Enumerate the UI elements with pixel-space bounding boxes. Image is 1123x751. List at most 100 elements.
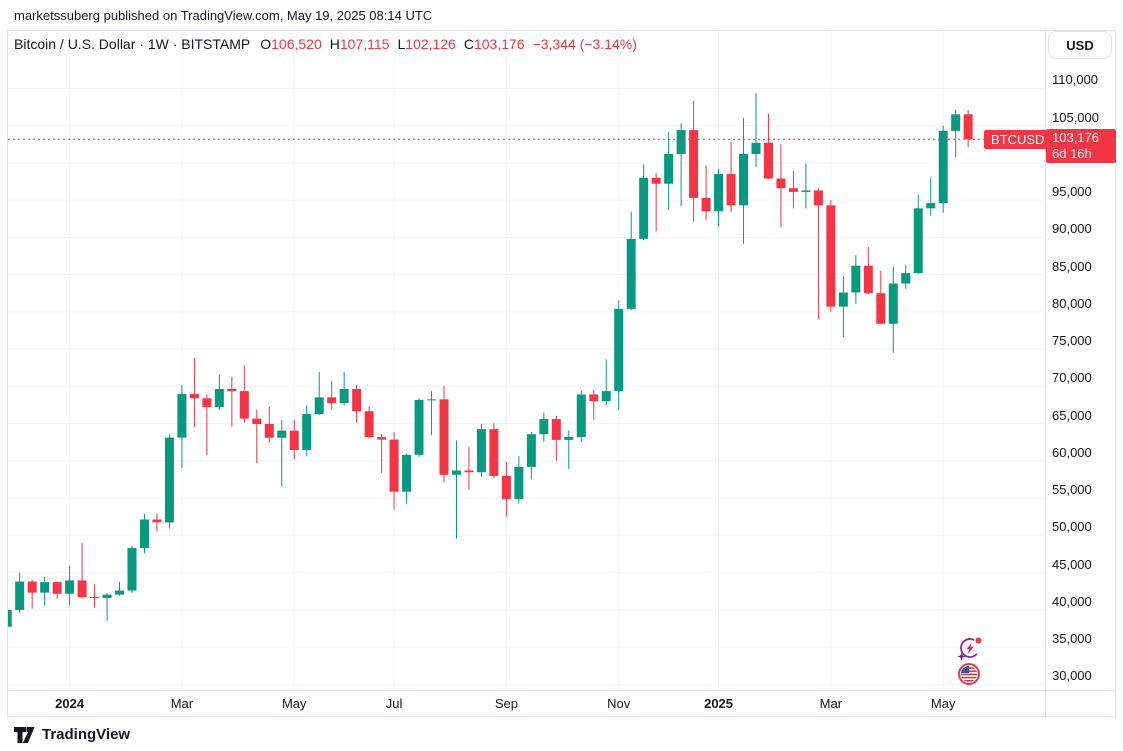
candle-body[interactable]	[739, 153, 749, 206]
candle-body[interactable]	[364, 411, 374, 438]
candle-body[interactable]	[3, 609, 12, 627]
time-tick-label: Jul	[385, 696, 403, 711]
candle-body[interactable]	[863, 265, 873, 294]
candle-body[interactable]	[963, 114, 973, 140]
tradingview-logo-icon[interactable]	[14, 726, 35, 743]
candle-body[interactable]	[289, 430, 299, 451]
candle-body[interactable]	[539, 419, 549, 435]
candle-body[interactable]	[676, 130, 686, 154]
candle-body[interactable]	[214, 389, 224, 408]
candle-body[interactable]	[913, 208, 923, 274]
candle-body[interactable]	[501, 475, 511, 500]
candle-body[interactable]	[77, 580, 87, 598]
candle-body[interactable]	[439, 399, 449, 475]
candle-body[interactable]	[239, 391, 249, 419]
candle-body[interactable]	[838, 292, 848, 307]
time-tick-label: Nov	[607, 696, 631, 711]
candle-body[interactable]	[152, 519, 162, 523]
price-tick-label: 45,000	[1052, 556, 1092, 572]
candle-body[interactable]	[489, 429, 499, 476]
candle-body[interactable]	[726, 174, 736, 206]
price-tick-label: 105,000	[1052, 109, 1099, 125]
tradingview-brand-text[interactable]: TradingView	[42, 726, 131, 743]
time-tick-label: 2024	[55, 696, 85, 711]
candle-body[interactable]	[701, 197, 711, 212]
candle-body[interactable]	[164, 437, 174, 523]
candle-body[interactable]	[926, 203, 936, 209]
candle-body[interactable]	[476, 429, 486, 473]
candle-body[interactable]	[938, 130, 948, 204]
candle-body[interactable]	[763, 142, 773, 179]
candle-body[interactable]	[851, 265, 861, 293]
candle-body[interactable]	[514, 466, 524, 500]
candle-body[interactable]	[551, 419, 561, 440]
candle-body[interactable]	[115, 590, 125, 595]
candle-body[interactable]	[876, 293, 886, 324]
candle-body[interactable]	[90, 597, 100, 599]
candle-body[interactable]	[901, 273, 911, 284]
candle-body[interactable]	[252, 418, 262, 425]
candle-body[interactable]	[389, 439, 399, 492]
candle-body[interactable]	[202, 398, 212, 408]
candle-body[interactable]	[377, 437, 387, 440]
time-tick-label: Mar	[170, 696, 194, 711]
candle-body[interactable]	[951, 114, 961, 131]
candle-body[interactable]	[601, 391, 611, 402]
candle-body[interactable]	[689, 130, 699, 198]
candle-body[interactable]	[65, 580, 75, 594]
currency-toggle-button[interactable]: USD	[1048, 31, 1112, 59]
candle-body[interactable]	[339, 389, 349, 404]
ai-spark-icon[interactable]	[956, 636, 984, 662]
candle-body[interactable]	[40, 582, 50, 593]
candle-body[interactable]	[314, 397, 324, 415]
price-line-symbol-badge: BTCUSD	[984, 130, 1052, 149]
candle-body[interactable]	[427, 399, 437, 401]
us-flag-icon[interactable]	[957, 662, 981, 686]
candle-body[interactable]	[327, 397, 337, 404]
candle-body[interactable]	[639, 177, 649, 239]
candle-body[interactable]	[52, 582, 62, 594]
candle-body[interactable]	[139, 519, 149, 549]
candle-body[interactable]	[264, 424, 274, 438]
candle-body[interactable]	[626, 238, 636, 309]
candle-body[interactable]	[227, 389, 237, 392]
ohlc-c: C103,176	[463, 35, 525, 52]
candle-body[interactable]	[402, 454, 412, 492]
price-tick-label: 55,000	[1052, 482, 1092, 498]
candle-body[interactable]	[651, 177, 661, 184]
candle-body[interactable]	[714, 174, 724, 212]
candle-body[interactable]	[888, 283, 898, 324]
candle-body[interactable]	[589, 394, 599, 402]
candle-body[interactable]	[102, 594, 112, 598]
candle-body[interactable]	[127, 548, 137, 591]
candle-body[interactable]	[801, 190, 811, 192]
candle-body[interactable]	[751, 142, 761, 154]
candle-body[interactable]	[27, 581, 37, 593]
candle-body[interactable]	[614, 308, 624, 392]
candle-body[interactable]	[664, 153, 674, 184]
candle-body[interactable]	[177, 394, 187, 438]
candle-body[interactable]	[564, 436, 574, 440]
time-axis[interactable]: 2024 Mar May Jul Sep Nov 2025 Mar May	[0, 691, 1123, 717]
candle-body[interactable]	[451, 470, 461, 475]
candle-body[interactable]	[576, 394, 586, 437]
price-axis[interactable]: 110,000105,000100,00095,00090,00085,0008…	[1046, 30, 1122, 690]
bar-countdown: 6d 16h	[1052, 146, 1092, 161]
change-value: −3,344 (−3.14%)	[532, 35, 637, 52]
candle-body[interactable]	[352, 389, 362, 412]
gridlines-layer	[8, 31, 1045, 690]
candle-body[interactable]	[826, 205, 836, 307]
symbol-title[interactable]: Bitcoin / U.S. Dollar · 1W · BITSTAMP	[14, 35, 251, 52]
candle-body[interactable]	[776, 178, 786, 189]
candle-body[interactable]	[15, 581, 25, 610]
candle-body[interactable]	[277, 430, 287, 438]
candle-body[interactable]	[414, 399, 424, 455]
candle-body[interactable]	[189, 394, 199, 399]
candle-body[interactable]	[526, 434, 536, 467]
candle-body[interactable]	[302, 414, 312, 451]
candle-body[interactable]	[813, 190, 823, 206]
last-price-value: 103,176	[1052, 130, 1099, 145]
candle-body[interactable]	[464, 470, 474, 473]
candle-body[interactable]	[788, 188, 798, 192]
